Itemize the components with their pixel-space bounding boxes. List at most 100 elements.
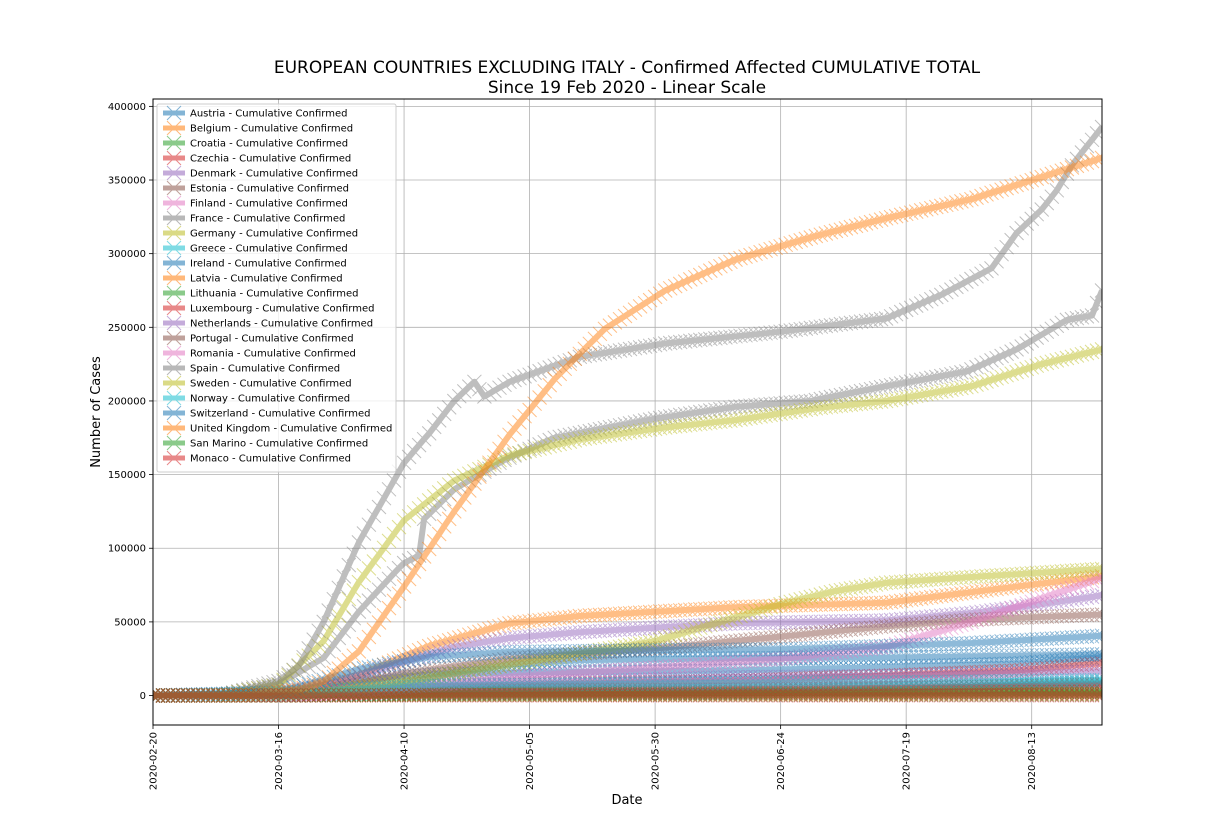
chart-title: EUROPEAN COUNTRIES EXCLUDING ITALY - Con… (274, 58, 981, 78)
legend-entry-label: Netherlands - Cumulative Confirmed (190, 319, 373, 330)
legend-marker (166, 270, 182, 286)
legend-entry-label: Ireland - Cumulative Confirmed (190, 259, 347, 270)
legend-marker (166, 180, 182, 196)
legend-handle (163, 180, 185, 196)
legend-entry-label: Estonia - Cumulative Confirmed (190, 184, 349, 195)
series-line (153, 289, 1102, 699)
y-tick-label: 150000 (108, 470, 146, 481)
legend-handle (163, 195, 185, 211)
legend-handle (163, 360, 185, 376)
legend-marker (166, 405, 182, 421)
legend-marker (166, 300, 182, 316)
legend-handle (163, 120, 185, 136)
legend-handle (163, 435, 185, 451)
legend-handle (163, 165, 185, 181)
series-line (153, 125, 1102, 699)
series-18 (153, 119, 1102, 703)
legend-marker (166, 135, 182, 151)
y-tick-label: 250000 (108, 323, 146, 334)
legend-handle (163, 330, 185, 346)
legend-entry-label: United Kingdom - Cumulative Confirmed (190, 424, 392, 435)
y-tick-label: 50000 (114, 617, 146, 628)
legend-marker (166, 210, 182, 226)
y-tick-label: 300000 (108, 249, 146, 260)
series-markers (153, 687, 1102, 703)
legend-handle (163, 405, 185, 421)
x-tick-label: 2020-06-24 (776, 732, 787, 790)
legend-marker (166, 225, 182, 241)
series-line (153, 677, 1102, 699)
legend-handle (163, 285, 185, 301)
legend-handle (163, 315, 185, 331)
legend-handle (163, 135, 185, 151)
axes-layer: 0 50000 100000 150000 200000 250000 300000 3500… (108, 98, 1103, 790)
legend-marker (166, 150, 182, 166)
legend-handle (163, 240, 185, 256)
legend-entry-label: France - Cumulative Confirmed (190, 214, 345, 225)
x-tick-label: 2020-05-30 (651, 732, 662, 790)
legend-entry-label: Greece - Cumulative Confirmed (190, 244, 348, 255)
y-tick-label: 400000 (108, 102, 146, 113)
legend-entry-label: Croatia - Cumulative Confirmed (190, 139, 348, 150)
legend-entry-label: Denmark - Cumulative Confirmed (190, 169, 358, 180)
legend-handle (163, 390, 185, 406)
legend-entry-label: Spain - Cumulative Confirmed (190, 364, 340, 375)
legend-entry-label: Czechia - Cumulative Confirmed (190, 154, 351, 165)
y-axis-label: Number of Cases (89, 356, 104, 468)
legend-entry-label: Switzerland - Cumulative Confirmed (190, 409, 370, 420)
series-20 (153, 672, 1102, 703)
series-line (153, 155, 1102, 699)
legend-entry-label: Latvia - Cumulative Confirmed (190, 274, 343, 285)
legend-handle (163, 345, 185, 361)
legend-handle (163, 255, 185, 271)
y-tick-label: 200000 (108, 396, 146, 407)
x-tick-label: 2020-03-16 (274, 732, 285, 790)
x-tick-label: 2020-02-20 (149, 732, 160, 790)
legend-marker (166, 195, 182, 211)
legend-marker (166, 450, 182, 466)
legend-entry-label: Romania - Cumulative Confirmed (190, 349, 356, 360)
series-24 (153, 687, 1102, 703)
x-tick-label: 2020-04-10 (400, 732, 411, 790)
x-tick-label: 2020-08-13 (1027, 732, 1038, 790)
y-tick-label: 350000 (108, 176, 146, 187)
plot-frame (152, 98, 1103, 726)
legend-handle (163, 300, 185, 316)
legend-handle (163, 420, 185, 436)
legend-handle (163, 270, 185, 286)
legend-entry-label: San Marino - Cumulative Confirmed (190, 439, 368, 450)
legend-entry-label: Belgium - Cumulative Confirmed (190, 124, 353, 135)
x-tick-label: 2020-07-19 (902, 732, 913, 790)
legend-marker (166, 315, 182, 331)
y-tick-label: 0 (140, 691, 146, 702)
legend-marker (166, 105, 182, 121)
legend-marker (166, 330, 182, 346)
legend: Austria - Cumulative Confirmed Belgium - … (156, 103, 397, 473)
legend-entry-label: Germany - Cumulative Confirmed (190, 229, 358, 240)
legend-marker (166, 285, 182, 301)
legend-handle (163, 150, 185, 166)
legend-marker (166, 420, 182, 436)
legend-marker (166, 345, 182, 361)
series-layer (153, 119, 1102, 703)
legend-marker (166, 390, 182, 406)
x-tick-label: 2020-05-05 (525, 732, 536, 790)
legend-entry-label: Sweden - Cumulative Confirmed (190, 379, 352, 390)
legend-marker (166, 240, 182, 256)
legend-marker (166, 165, 182, 181)
legend-entry-label: Norway - Cumulative Confirmed (190, 394, 350, 405)
legend-marker (166, 360, 182, 376)
legend-handle (163, 375, 185, 391)
y-tick-label: 100000 (108, 544, 146, 555)
legend-entry-label: Austria - Cumulative Confirmed (190, 109, 347, 120)
legend-marker (166, 435, 182, 451)
legend-entry-label: Luxembourg - Cumulative Confirmed (190, 304, 374, 315)
legend-marker (166, 120, 182, 136)
legend-handle (163, 450, 185, 466)
legend-entry-label: Finland - Cumulative Confirmed (190, 199, 348, 210)
x-axis-label: Date (611, 793, 642, 808)
legend-handle (163, 210, 185, 226)
legend-marker (166, 255, 182, 271)
